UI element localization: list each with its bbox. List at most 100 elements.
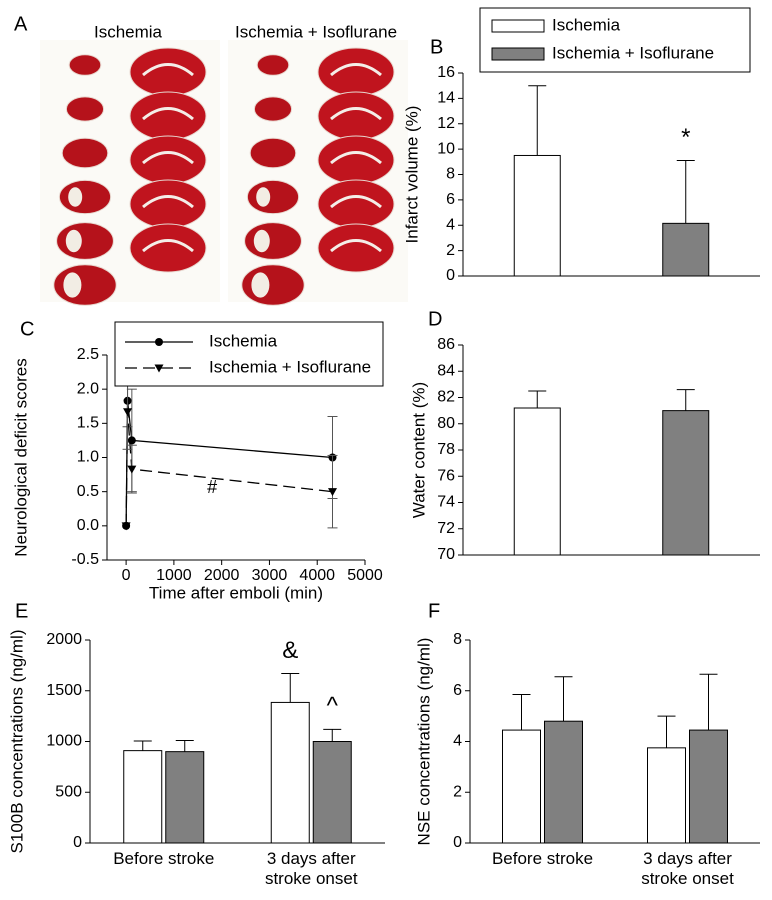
annotation: * xyxy=(681,124,690,151)
group-label: Ischemia + Isoflurane xyxy=(235,22,397,41)
brain-slice xyxy=(53,264,117,306)
white-matter xyxy=(330,63,382,77)
bar xyxy=(689,729,728,844)
white-matter xyxy=(142,239,194,253)
brain-slice xyxy=(129,179,207,229)
y-axis-label: NSE concentrations (ng/ml) xyxy=(414,638,433,846)
panel-letter: B xyxy=(430,36,443,58)
annotation: # xyxy=(207,477,217,497)
y-tick-label: 6 xyxy=(453,682,462,699)
y-tick-label: -0.5 xyxy=(71,551,99,568)
brain-slice xyxy=(317,223,395,273)
y-tick-label: 4 xyxy=(453,733,462,750)
bar xyxy=(647,747,686,844)
bar xyxy=(513,407,561,556)
x-tick-label: 3 days after stroke onset xyxy=(641,849,734,888)
x-tick-label: 3 days after stroke onset xyxy=(264,849,358,888)
y-tick-label: 80 xyxy=(437,415,455,432)
bar xyxy=(123,750,163,844)
bar xyxy=(502,729,541,844)
y-axis-label: Neurological deficit scores xyxy=(11,358,30,556)
brain-slice xyxy=(256,54,290,76)
y-tick-label: 500 xyxy=(55,783,82,800)
brain-slice xyxy=(317,91,395,141)
brain-slice xyxy=(129,91,207,141)
brain-slice xyxy=(317,179,395,229)
bar xyxy=(270,701,310,844)
series-line xyxy=(125,411,333,526)
group-label: Ischemia xyxy=(94,22,163,41)
infarct xyxy=(256,187,271,207)
y-tick-label: 86 xyxy=(437,336,455,353)
y-tick-label: 74 xyxy=(437,494,455,511)
legend-swatch xyxy=(491,47,545,61)
point xyxy=(127,465,137,474)
legend-label: Ischemia + Isoflurane xyxy=(552,43,714,62)
brain-slice xyxy=(61,137,109,169)
brain-slice xyxy=(129,47,207,97)
white-matter xyxy=(330,239,382,253)
x-tick-label: 1000 xyxy=(156,567,192,584)
white-matter xyxy=(142,151,194,165)
legend-marker xyxy=(154,364,164,373)
y-tick-label: 0.5 xyxy=(77,483,99,500)
brain-slice xyxy=(129,223,207,273)
y-tick-label: 12 xyxy=(437,115,455,132)
y-tick-label: 2000 xyxy=(46,631,82,648)
y-axis-label: Water content (%) xyxy=(409,382,428,518)
brain-slice xyxy=(246,179,300,215)
point xyxy=(127,436,136,445)
x-tick-label: Before stroke xyxy=(491,849,594,868)
y-axis-label: Infarct volume (%) xyxy=(402,106,421,244)
bar xyxy=(513,154,561,277)
white-matter xyxy=(142,195,194,209)
y-tick-label: 78 xyxy=(437,441,455,458)
y-tick-label: 4 xyxy=(446,216,455,233)
y-tick-label: 10 xyxy=(437,140,455,157)
panel-letter: C xyxy=(20,318,34,340)
x-tick-label: 5000 xyxy=(347,567,383,584)
y-tick-label: 2.5 xyxy=(77,346,99,363)
white-matter xyxy=(142,63,194,77)
panel-letter: D xyxy=(428,308,442,330)
legend-box xyxy=(479,7,751,73)
legend-label: Ischemia + Isoflurane xyxy=(209,357,371,376)
y-tick-label: 70 xyxy=(437,546,455,563)
infarct xyxy=(63,272,82,298)
y-tick-label: 0.0 xyxy=(77,517,99,534)
bar xyxy=(662,222,710,277)
y-tick-label: 72 xyxy=(437,520,455,537)
series-line xyxy=(125,400,333,526)
legend-swatch xyxy=(491,19,545,33)
brain-slice xyxy=(241,264,305,306)
point xyxy=(328,488,338,497)
brain-slice xyxy=(129,135,207,185)
legend-label: Ischemia xyxy=(552,15,621,34)
bar xyxy=(544,720,583,844)
brain-slice xyxy=(65,96,105,122)
x-tick-label: 2000 xyxy=(204,567,240,584)
x-tick-label: 3000 xyxy=(252,567,288,584)
y-tick-label: 0 xyxy=(73,834,82,851)
bar xyxy=(312,741,352,844)
brain-slice xyxy=(68,54,102,76)
annotation: ^ xyxy=(327,693,339,720)
y-tick-label: 8 xyxy=(446,166,455,183)
y-tick-label: 16 xyxy=(437,64,455,81)
infarct xyxy=(68,187,83,207)
y-tick-label: 76 xyxy=(437,467,455,484)
brain-slice xyxy=(244,222,302,260)
x-axis-label: Time after emboli (min) xyxy=(149,583,323,602)
y-tick-label: 1.0 xyxy=(77,449,99,466)
y-tick-label: 2.0 xyxy=(77,380,99,397)
panel-letter: F xyxy=(428,600,440,622)
bar xyxy=(165,751,205,844)
x-tick-label: 0 xyxy=(122,567,131,584)
white-matter xyxy=(330,151,382,165)
point xyxy=(121,522,131,531)
y-tick-label: 0 xyxy=(446,267,455,284)
brain-slice xyxy=(317,135,395,185)
legend-marker xyxy=(155,338,163,346)
y-tick-label: 2 xyxy=(446,242,455,259)
